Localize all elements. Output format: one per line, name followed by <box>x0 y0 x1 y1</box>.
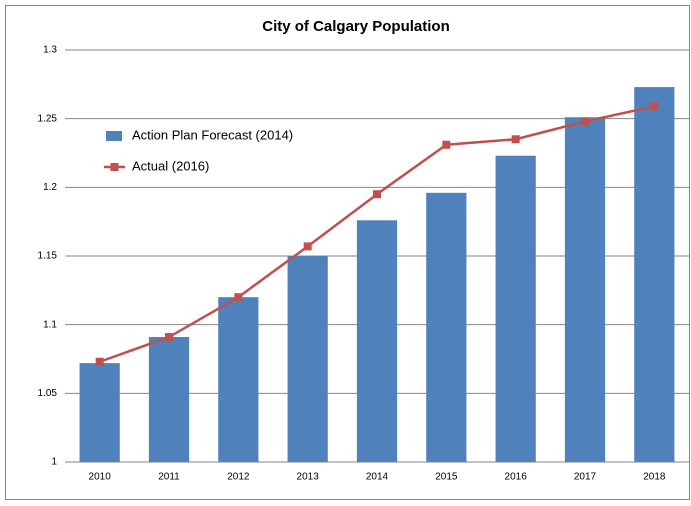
y-tick-label: 1.1 <box>43 319 57 330</box>
marker <box>95 357 104 366</box>
x-tick-label: 2017 <box>574 472 597 483</box>
x-tick-label: 2013 <box>297 472 320 483</box>
marker <box>442 140 451 149</box>
marker <box>511 135 520 144</box>
y-tick-label: 1.2 <box>43 182 57 193</box>
x-tick-label: 2010 <box>89 472 112 483</box>
legend-swatch <box>106 131 122 141</box>
y-tick-label: 1.3 <box>43 45 57 56</box>
bar <box>356 220 398 462</box>
x-tick-label: 2016 <box>505 472 528 483</box>
bar <box>426 192 467 462</box>
legend-swatch <box>110 163 119 171</box>
bar <box>79 363 120 462</box>
bar <box>287 256 328 462</box>
x-tick-label: 2015 <box>435 472 458 483</box>
chart-title: City of Calgary Population <box>262 18 450 35</box>
marker <box>234 293 243 302</box>
bar <box>218 297 259 462</box>
marker <box>373 190 381 199</box>
bar <box>148 337 190 462</box>
legend-label: Action Plan Forecast (2014) <box>132 127 293 142</box>
bar <box>634 87 675 462</box>
x-tick-label: 2011 <box>158 472 180 483</box>
x-tick-label: 2014 <box>366 472 389 483</box>
bar <box>564 117 606 462</box>
marker <box>165 333 173 342</box>
x-tick-label: 2012 <box>227 472 250 483</box>
marker <box>303 242 312 251</box>
marker <box>650 102 659 111</box>
bar <box>495 155 536 462</box>
y-tick-label: 1.05 <box>38 388 58 399</box>
y-tick-label: 1.25 <box>38 113 58 124</box>
x-tick-label: 2018 <box>643 472 666 483</box>
y-tick-label: 1.15 <box>38 251 58 262</box>
y-tick-label: 1 <box>51 457 57 468</box>
marker <box>581 117 589 126</box>
legend-label: Actual (2016) <box>132 158 209 173</box>
